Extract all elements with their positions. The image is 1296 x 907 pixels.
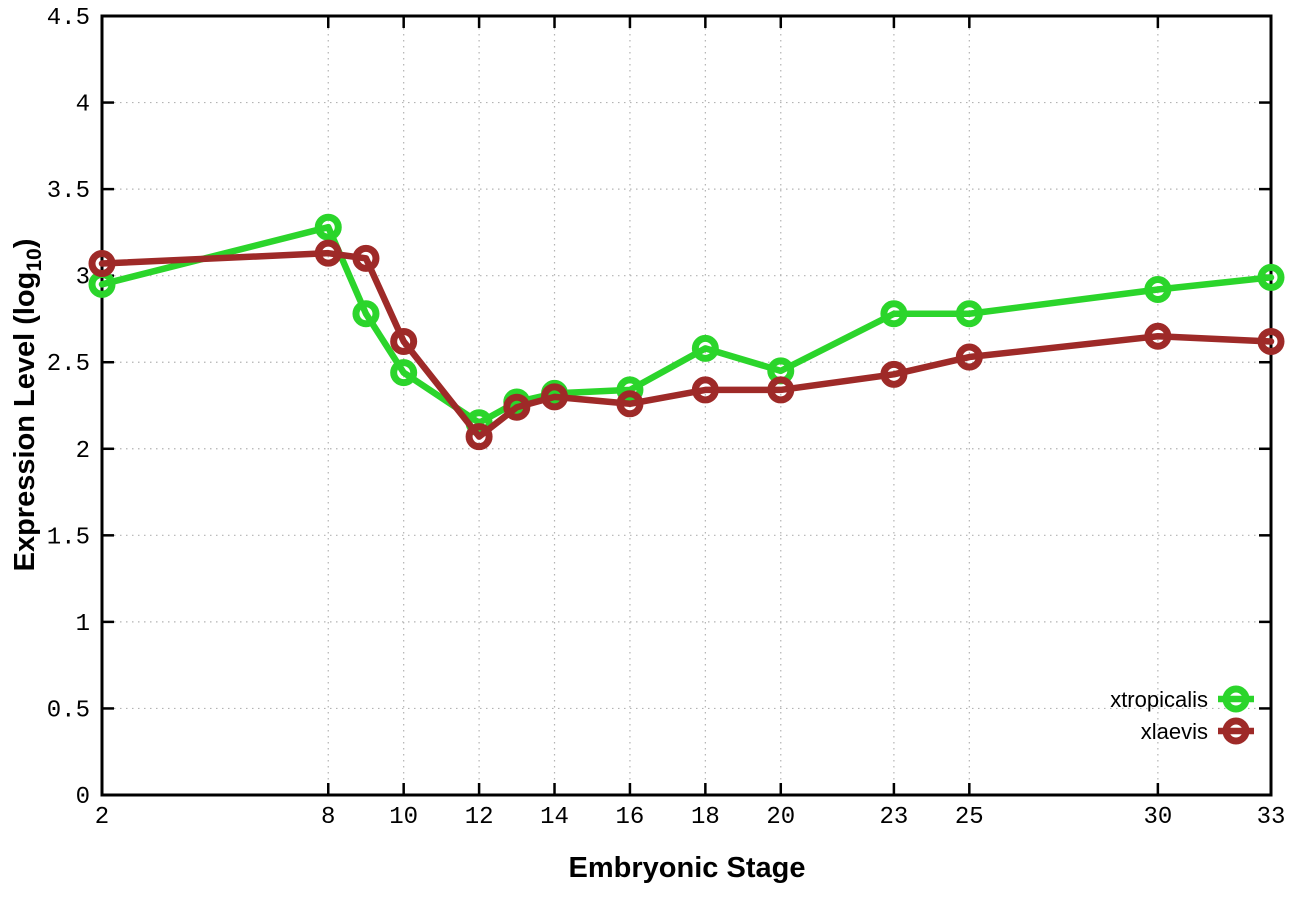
data-point-xtropicalis: [691, 334, 719, 362]
x-tick-label: 8: [321, 804, 335, 831]
data-point-xtropicalis: [1144, 276, 1172, 304]
y-axis-title-close: ): [9, 239, 41, 249]
y-tick-label: 0.5: [47, 697, 90, 724]
data-point-xtropicalis: [1257, 263, 1285, 291]
y-axis-tick-labels: 0 0.5 1 1.5 2 2.5 3 3.5 4 4.5: [47, 5, 90, 811]
y-tick-label: 3: [76, 265, 90, 292]
legend-entry-xtropicalis: xtropicalis: [1110, 685, 1254, 713]
x-tick-label: 25: [955, 804, 984, 831]
data-point-xlaevis: [691, 376, 719, 404]
data-point-xlaevis: [880, 360, 908, 388]
legend-marker-sample: [1222, 685, 1250, 713]
y-axis-title: Expression Level (log10): [9, 239, 46, 572]
x-tick-label: 12: [465, 804, 494, 831]
data-point-xtropicalis: [314, 213, 342, 241]
y-axis-title-main: Expression Level (log: [9, 272, 41, 572]
series-layer: [88, 213, 1285, 451]
y-tick-label: 1: [76, 611, 90, 638]
plot-border: [100, 14, 1273, 797]
x-axis-title: Embryonic Stage: [569, 852, 806, 884]
data-point-xtropicalis: [955, 300, 983, 328]
data-point-xlaevis: [616, 390, 644, 418]
legend-entry-xlaevis: xlaevis: [1141, 717, 1254, 745]
y-tick-label: 3.5: [47, 178, 90, 205]
series-xtropicalis: [88, 213, 1285, 437]
data-point-xtropicalis: [390, 359, 418, 387]
x-tick-label: 16: [616, 804, 645, 831]
x-tick-label: 30: [1143, 804, 1172, 831]
legend: xtropicalis xlaevis: [1110, 685, 1254, 745]
x-tick-label: 10: [389, 804, 418, 831]
legend-marker-sample: [1222, 717, 1250, 745]
data-point-xlaevis: [1144, 322, 1172, 350]
data-point-xtropicalis: [880, 300, 908, 328]
x-tick-label: 33: [1257, 804, 1286, 831]
data-point-xlaevis: [465, 423, 493, 451]
series-xlaevis: [88, 239, 1285, 451]
y-tick-label: 4.5: [47, 5, 90, 32]
data-point-xlaevis: [314, 239, 342, 267]
tick-marks: [100, 14, 1273, 797]
y-axis-title-subscript: 10: [23, 248, 46, 271]
data-point-xlaevis: [352, 244, 380, 272]
legend-label-xtropicalis: xtropicalis: [1110, 687, 1208, 712]
data-point-xtropicalis: [616, 376, 644, 404]
data-point-xlaevis: [541, 383, 569, 411]
data-point-xtropicalis: [352, 300, 380, 328]
gridlines: [102, 16, 1271, 795]
series-line-xlaevis: [98, 249, 1275, 440]
y-tick-label: 4: [76, 92, 90, 119]
y-tick-label: 2.5: [47, 351, 90, 378]
y-tick-label: 0: [76, 784, 90, 811]
data-point-xlaevis: [390, 327, 418, 355]
data-point-xlaevis: [955, 343, 983, 371]
y-tick-label: 2: [76, 438, 90, 465]
legend-label-xlaevis: xlaevis: [1141, 719, 1208, 744]
x-tick-label: 14: [540, 804, 569, 831]
data-point-xlaevis: [767, 376, 795, 404]
x-tick-label: 20: [766, 804, 795, 831]
x-tick-label: 2: [95, 804, 109, 831]
y-tick-label: 1.5: [47, 524, 90, 551]
data-point-xlaevis: [1257, 327, 1285, 355]
x-axis-tick-labels: 2 8 10 12 14 16 18 20 23 25 30 33: [95, 804, 1286, 831]
data-point-xlaevis: [88, 250, 116, 278]
x-tick-label: 23: [879, 804, 908, 831]
data-point-xlaevis: [503, 393, 531, 421]
x-tick-label: 18: [691, 804, 720, 831]
